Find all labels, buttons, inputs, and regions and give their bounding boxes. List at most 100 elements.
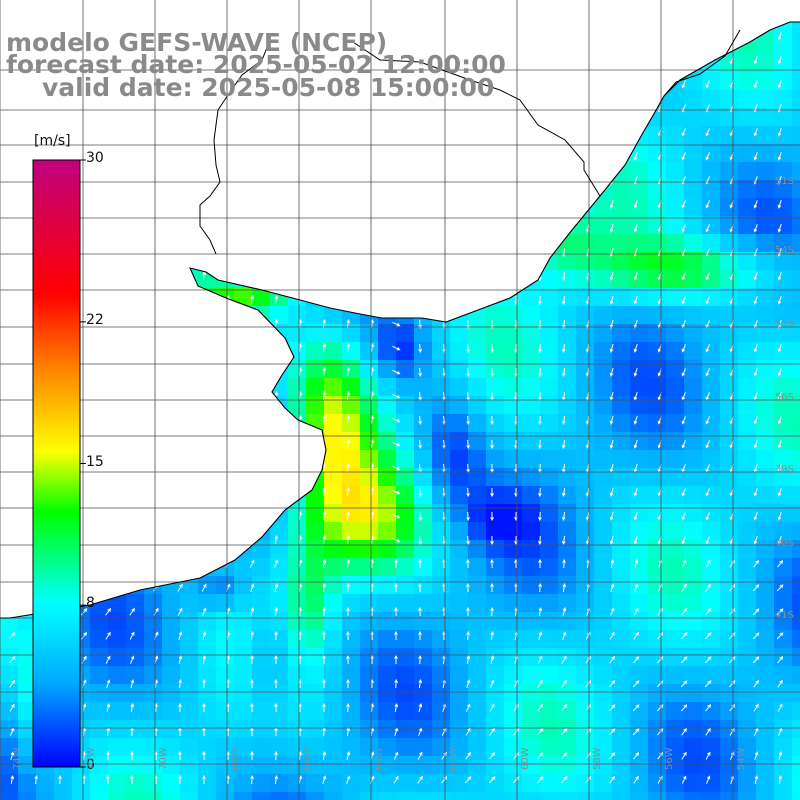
wind-cell (558, 252, 577, 271)
wind-cell (522, 720, 541, 739)
wind-cell (720, 234, 739, 253)
wind-arrow (681, 607, 688, 616)
wind-cell (270, 558, 289, 577)
wind-cell (288, 522, 307, 541)
wind-arrow (106, 174, 111, 185)
lat-label: 41S (774, 610, 794, 621)
wind-arrow (392, 10, 399, 14)
wind-arrow (705, 559, 711, 568)
wind-cell (72, 126, 91, 145)
wind-arrow (609, 31, 614, 41)
wind-cell (648, 756, 667, 775)
wind-cell (108, 216, 127, 235)
wind-cell (342, 432, 361, 451)
wind-cell (540, 288, 559, 307)
wind-cell (18, 0, 37, 19)
wind-cell (576, 108, 595, 127)
wind-cell (108, 396, 127, 415)
wind-cell (0, 792, 19, 800)
wind-cell (144, 360, 163, 379)
wind-arrow (753, 320, 758, 329)
wind-cell (324, 108, 343, 127)
wind-arrow (130, 438, 135, 449)
wind-cell (360, 774, 379, 793)
wind-cell (792, 630, 800, 649)
wind-cell (396, 288, 415, 307)
wind-arrow (538, 31, 542, 42)
wind-cell (666, 72, 685, 91)
wind-arrow (10, 342, 15, 353)
wind-arrow (681, 272, 686, 281)
wind-cell (0, 414, 19, 433)
wind-cell (126, 288, 145, 307)
wind-cell (486, 522, 505, 541)
wind-cell (594, 180, 613, 199)
wind-arrow (346, 582, 350, 593)
wind-cell (486, 576, 505, 595)
wind-arrow (346, 678, 350, 688)
wind-cell (342, 504, 361, 523)
wind-arrow (322, 702, 326, 712)
wind-cell (216, 648, 235, 667)
wind-cell (324, 198, 343, 217)
wind-arrow (609, 680, 616, 688)
wind-cell (360, 594, 379, 613)
wind-arrow (392, 105, 401, 111)
wind-arrow (202, 174, 207, 185)
wind-cell (396, 396, 415, 415)
wind-cell (702, 216, 721, 235)
wind-cell (648, 522, 667, 541)
wind-cell (576, 774, 595, 793)
wind-cell (630, 342, 649, 361)
wind-cell (270, 162, 289, 181)
wind-cell (252, 720, 271, 739)
wind-arrow (274, 414, 279, 425)
wind-arrow (705, 440, 711, 449)
wind-cell (450, 360, 469, 379)
wind-cell (252, 774, 271, 793)
wind-arrow (777, 368, 782, 377)
wind-arrow (490, 606, 494, 617)
wind-cell (666, 576, 685, 595)
title-model: modelo GEFS-WAVE (NCEP) (6, 28, 388, 57)
wind-cell (306, 378, 325, 397)
wind-arrow (633, 104, 638, 113)
wind-cell (144, 108, 163, 127)
wind-arrow (130, 366, 135, 377)
wind-arrow (418, 31, 423, 42)
wind-arrow (130, 246, 135, 257)
wind-cell (324, 378, 343, 397)
wind-cell (324, 234, 343, 253)
wind-cell (468, 270, 487, 289)
wind-cell (306, 126, 325, 145)
wind-arrow (705, 512, 711, 521)
wind-cell (666, 288, 685, 307)
wind-cell (432, 648, 451, 667)
wind-cell (504, 108, 523, 127)
wind-cell (486, 648, 505, 667)
wind-cell (612, 72, 631, 91)
wind-cell (774, 594, 793, 613)
wind-arrow (130, 390, 135, 401)
wind-cell (522, 666, 541, 685)
wind-cell (720, 576, 739, 595)
wind-cell (180, 612, 199, 631)
wind-cell (684, 396, 703, 415)
wind-cell (288, 180, 307, 199)
wind-cell (468, 486, 487, 505)
wind-cell (540, 252, 559, 271)
title-forecast-date: forecast date: 2025-05-02 12:00:00 (6, 50, 506, 79)
wind-cell (576, 612, 595, 631)
wind-cell (36, 774, 55, 793)
wind-cell (594, 144, 613, 163)
wind-cell (450, 126, 469, 145)
wind-arrow (537, 655, 543, 664)
wind-cell (630, 522, 649, 541)
wind-cell (540, 486, 559, 505)
wind-cell (270, 684, 289, 703)
wind-arrow (274, 198, 279, 209)
wind-cell (792, 360, 800, 379)
wind-cell (144, 702, 163, 721)
wind-cell (738, 666, 757, 685)
wind-arrow (633, 440, 638, 449)
